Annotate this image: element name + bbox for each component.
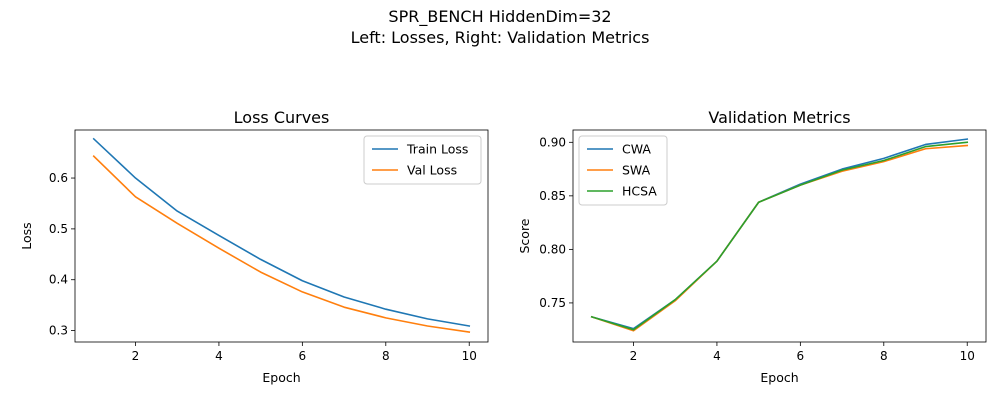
metrics-x-axis-label: Epoch xyxy=(760,370,798,385)
metrics-x-tick-label: 10 xyxy=(960,349,975,363)
metrics-chart-title: Validation Metrics xyxy=(708,108,850,127)
metrics-x-tick-label: 2 xyxy=(630,349,638,363)
metrics-x-tick-label: 4 xyxy=(713,349,721,363)
loss-series-line-train-loss xyxy=(92,137,471,327)
validation-metrics-chart: Validation Metrics 2 4 6 8 10 0.75 0.80 0.85 0.90… xyxy=(517,108,987,385)
metrics-legend-label-cwa: CWA xyxy=(622,142,651,157)
metrics-x-tick-label: 8 xyxy=(880,349,888,363)
loss-curves-chart: Loss Curves 2 4 6 8 10 0.3 0.4 0.5 0.6 Epoch Loss Tr… xyxy=(19,108,489,385)
metrics-legend-label-swa: SWA xyxy=(622,163,651,178)
metrics-y-tick-label: 0.75 xyxy=(539,296,566,310)
loss-legend-box xyxy=(363,135,482,185)
loss-y-tick-label: 0.4 xyxy=(49,273,68,287)
loss-series-line-val-loss xyxy=(92,155,471,333)
loss-y-axis-label: Loss xyxy=(19,222,34,249)
loss-x-tick-label: 10 xyxy=(462,349,477,363)
loss-axes-frame xyxy=(74,129,489,343)
figure-title-line1: SPR_BENCH HiddenDim=32 xyxy=(388,7,611,27)
loss-y-tick-label: 0.6 xyxy=(49,171,68,185)
metrics-axes-frame xyxy=(572,129,987,343)
loss-x-tick-label: 8 xyxy=(382,349,390,363)
loss-y-tick-label: 0.3 xyxy=(49,324,68,338)
metrics-y-tick-label: 0.90 xyxy=(539,135,566,149)
metrics-legend: CWA SWA HCSA xyxy=(578,135,668,206)
metrics-series-line-hcsa xyxy=(590,141,969,331)
loss-chart-title: Loss Curves xyxy=(234,108,330,127)
loss-legend: Train Loss Val Loss xyxy=(363,135,482,185)
metrics-legend-box xyxy=(578,135,668,206)
metrics-legend-label-hcsa: HCSA xyxy=(622,184,657,199)
loss-x-tick-label: 6 xyxy=(299,349,307,363)
metrics-y-tick-label: 0.85 xyxy=(539,189,566,203)
loss-legend-label-train-loss: Train Loss xyxy=(406,142,468,157)
loss-x-axis-label: Epoch xyxy=(262,370,300,385)
metrics-y-axis-label: Score xyxy=(517,218,532,253)
metrics-x-tick-label: 6 xyxy=(797,349,805,363)
loss-y-tick-label: 0.5 xyxy=(49,222,68,236)
loss-legend-label-val-loss: Val Loss xyxy=(407,163,457,178)
figure-title-line2: Left: Losses, Right: Validation Metrics xyxy=(351,28,650,47)
metrics-y-tick-label: 0.80 xyxy=(539,242,566,256)
loss-x-tick-label: 2 xyxy=(132,349,140,363)
loss-x-tick-label: 4 xyxy=(215,349,223,363)
